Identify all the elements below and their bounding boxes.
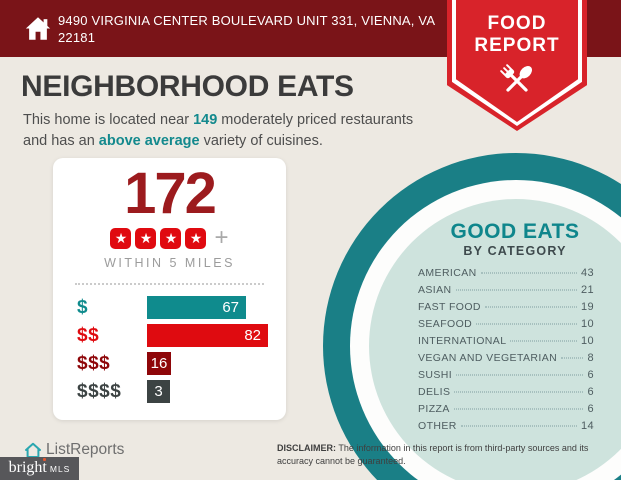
mls-text: MLS <box>49 464 71 474</box>
price-bar-row: $$$ 16 <box>77 352 286 376</box>
category-row: SEAFOOD 10 <box>418 318 594 335</box>
price-tier-value: 67 <box>222 299 239 317</box>
price-tier-bar: 82 <box>147 324 268 348</box>
category-value: 10 <box>580 335 594 347</box>
dotted-leader <box>484 306 577 308</box>
plus-sign: + <box>214 224 229 252</box>
subtitle-text: variety of cuisines. <box>199 133 323 150</box>
category-value: 21 <box>580 284 594 296</box>
category-row: DELIS 6 <box>418 386 594 403</box>
category-name: OTHER <box>418 420 457 432</box>
disclaimer: DISCLAIMER: The information in this repo… <box>277 442 609 467</box>
price-tier-value: 82 <box>244 327 261 345</box>
restaurant-count: 172 <box>124 161 217 226</box>
category-list: AMERICAN 43 ASIAN 21 FAST FOOD 19 SEAFOOD 10 INT… <box>418 267 594 437</box>
good-eats-circle-fill <box>369 199 621 480</box>
crossed-spoon-fork-icon <box>494 58 540 109</box>
dotted-leader <box>453 408 584 410</box>
ribbon-title: FOOD REPORT <box>447 13 587 57</box>
category-name: SEAFOOD <box>418 318 473 330</box>
price-tier-bar: 16 <box>147 352 171 376</box>
price-tier-label: $$ <box>77 324 100 346</box>
listreports-house-icon <box>24 442 42 459</box>
category-row: ASIAN 21 <box>418 284 594 301</box>
category-value: 8 <box>587 352 594 364</box>
disclaimer-text: The information in this report is from t… <box>277 443 589 466</box>
price-tier-label: $$$ <box>77 352 111 374</box>
price-tier-value: 3 <box>154 383 163 401</box>
rating-stars: ★ ★ ★ ★ <box>110 227 207 249</box>
dotted-leader <box>454 391 584 393</box>
category-row: PIZZA 6 <box>418 403 594 420</box>
category-name: AMERICAN <box>418 267 477 279</box>
food-report-ribbon: FOOD REPORT <box>447 0 587 131</box>
category-row: FAST FOOD 19 <box>418 301 594 318</box>
good-eats-title: GOOD EATS <box>450 220 580 243</box>
category-name: FAST FOOD <box>418 301 481 313</box>
listreports-wordmark: ListReports <box>46 441 125 458</box>
category-value: 43 <box>580 267 594 279</box>
restaurant-stats-card: 172 ★ ★ ★ ★ + WITHIN 5 MILES $67 $$ 82 $$$ 16 $$… <box>53 158 286 420</box>
ribbon-title-line1: FOOD <box>487 13 547 34</box>
price-bar-row: $$$$ 3 <box>77 380 286 404</box>
radius-label: WITHIN 5 MILES <box>104 256 235 271</box>
subtitle: This home is located near 149 moderately… <box>23 110 439 152</box>
category-row: AMERICAN 43 <box>418 267 594 284</box>
dotted-leader <box>456 374 584 376</box>
ribbon-title-line2: REPORT <box>474 34 560 56</box>
price-tier-bar-chart: $67 $$ 82 $$$ 16 $$$$ 3 <box>77 296 286 404</box>
dotted-leader <box>510 340 577 342</box>
price-tier-bar: 3 <box>147 380 170 404</box>
bright-wordmark: bright <box>8 458 47 477</box>
category-value: 10 <box>580 318 594 330</box>
disclaimer-label: DISCLAIMER: <box>277 443 336 453</box>
category-name: VEGAN AND VEGETARIAN <box>418 352 558 364</box>
price-bar-row: $67 <box>77 296 286 320</box>
property-address: 9490 VIRGINIA CENTER BOULEVARD UNIT 331,… <box>58 13 435 46</box>
category-name: DELIS <box>418 386 451 398</box>
dotted-divider <box>75 283 264 286</box>
subtitle-accent: 149 <box>193 112 218 128</box>
star-icon: ★ <box>185 227 207 249</box>
good-eats-subtitle: BY CATEGORY <box>463 244 567 258</box>
price-tier-label: $ <box>77 296 89 318</box>
price-tier-value: 16 <box>150 355 168 373</box>
category-name: INTERNATIONAL <box>418 335 507 347</box>
subtitle-text: This home is located near <box>23 112 194 128</box>
star-icon: ★ <box>110 227 132 249</box>
star-icon: ★ <box>160 227 182 249</box>
category-name: PIZZA <box>418 403 450 415</box>
dotted-leader <box>460 425 577 427</box>
category-row: OTHER 14 <box>418 420 594 437</box>
category-value: 6 <box>587 403 594 415</box>
home-icon <box>24 15 52 47</box>
category-row: VEGAN AND VEGETARIAN 8 <box>418 352 594 369</box>
dotted-leader <box>476 323 577 325</box>
category-value: 6 <box>587 369 594 381</box>
category-value: 19 <box>580 301 594 313</box>
dotted-leader <box>561 357 584 359</box>
price-tier-label: $$$$ <box>77 380 122 402</box>
price-bar-row: $$ 82 <box>77 324 286 348</box>
bright-spark-icon <box>42 458 46 461</box>
category-value: 6 <box>587 386 594 398</box>
bright-mls-logo: bright MLS <box>0 457 79 480</box>
price-tier-bar: 67 <box>147 296 246 320</box>
listreports-logo: ListReports <box>24 441 124 459</box>
page-title: NEIGHBORHOOD EATS <box>21 70 354 103</box>
rating-stars-row: ★ ★ ★ ★ + <box>53 224 286 252</box>
category-name: ASIAN <box>418 284 452 296</box>
category-row: INTERNATIONAL 10 <box>418 335 594 352</box>
star-icon: ★ <box>135 227 157 249</box>
bright-text: bright <box>8 459 47 476</box>
category-value: 14 <box>580 420 594 432</box>
subtitle-accent: above average <box>98 133 200 150</box>
subtitle-text: moderately priced restaurants and has an <box>23 112 414 150</box>
category-name: SUSHI <box>418 369 453 381</box>
dotted-leader <box>480 272 577 274</box>
category-row: SUSHI 6 <box>418 369 594 386</box>
dotted-leader <box>455 289 577 291</box>
